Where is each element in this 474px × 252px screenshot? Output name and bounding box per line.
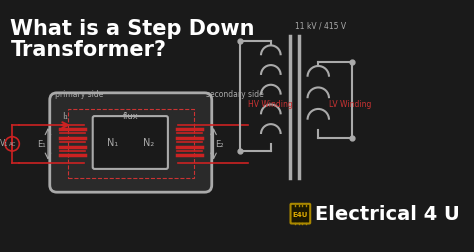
Text: What is a Step Down: What is a Step Down: [10, 19, 255, 39]
Text: HV Winding: HV Winding: [247, 100, 292, 109]
Text: 11 kV / 415 V: 11 kV / 415 V: [295, 21, 346, 30]
FancyBboxPatch shape: [93, 117, 168, 169]
Bar: [68, 110, 194, 178]
Text: flux: flux: [122, 111, 138, 120]
Text: LV Winding: LV Winding: [329, 100, 371, 109]
Text: secondary side: secondary side: [206, 90, 264, 99]
Text: E4U: E4U: [292, 211, 308, 217]
Text: V₁: V₁: [0, 138, 8, 147]
Text: Electrical 4 U: Electrical 4 U: [315, 204, 459, 223]
Text: Transformer?: Transformer?: [10, 40, 166, 60]
Text: E₂: E₂: [215, 140, 224, 149]
FancyBboxPatch shape: [291, 204, 310, 224]
Text: I₁: I₁: [62, 111, 68, 120]
Text: N₂: N₂: [143, 138, 154, 147]
Text: E₁: E₁: [37, 140, 46, 149]
FancyBboxPatch shape: [50, 93, 212, 193]
Circle shape: [5, 137, 19, 151]
Text: N₁: N₁: [107, 138, 118, 147]
Text: AC: AC: [9, 142, 16, 147]
Text: primary side: primary side: [55, 90, 103, 99]
